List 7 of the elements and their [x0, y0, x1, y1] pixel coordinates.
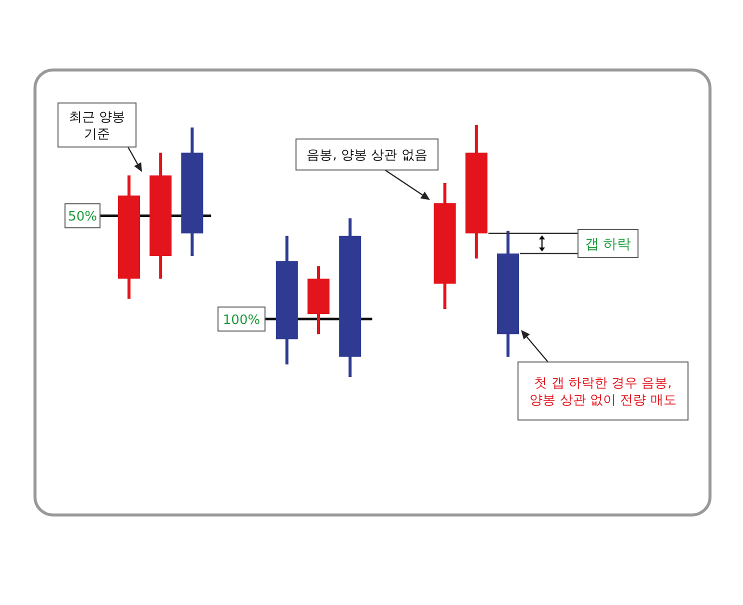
annotation: 최근 양봉 기준 — [68, 110, 126, 142]
annotation: 갭 하락 — [578, 228, 638, 258]
annotation: 최근 양봉 기준 — [58, 102, 142, 172]
annotation: 음봉, 양봉 상관 없음 — [296, 138, 438, 200]
annotation: 음봉, 양봉 상관 없음 — [306, 148, 428, 164]
annotation: 첫 갭 하락한 경우 음봉, 양봉 상관 없이 전량 매도 — [518, 330, 688, 420]
annotation: 100% — [222, 313, 260, 328]
